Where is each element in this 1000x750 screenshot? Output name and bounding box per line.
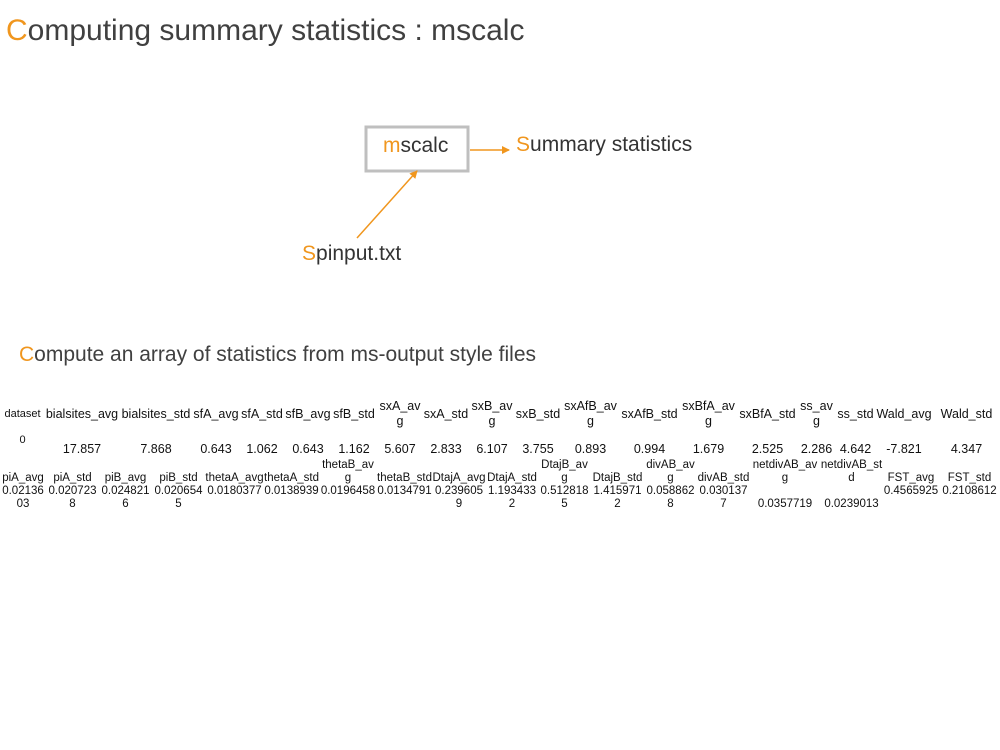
- table1-cell: 17.857: [62, 442, 102, 456]
- table1-header: ss_std: [837, 406, 874, 421]
- title-text: omputing summary statistics : mscalc: [27, 14, 525, 47]
- table2-cell: 1.1934332: [488, 485, 536, 510]
- table2-cell: 0.0588628: [646, 485, 695, 510]
- table1-cell: 2.525: [751, 442, 784, 456]
- table1-header: sfB_std: [333, 406, 375, 421]
- table2-header: piA_std: [53, 472, 92, 484]
- stats-table-2: piA_avg piA_std piB_avg piB_std thetaA_a…: [0, 455, 1000, 511]
- table2-header: DtajA_std: [487, 472, 537, 484]
- table2-header: FST_std: [947, 472, 992, 484]
- summary-first-letter: S: [516, 133, 531, 156]
- table1-header: bialsites_std: [121, 406, 191, 421]
- table2-header: thetaB_std: [377, 472, 432, 484]
- table2-cell: 0.4565925: [883, 485, 939, 497]
- table1-cell: 7.868: [140, 442, 172, 456]
- table2-cell: 0.0301377: [699, 485, 748, 510]
- table1-cell: 0.643: [200, 442, 232, 456]
- mscalc-label: mscalc: [383, 134, 448, 158]
- table2-header: DtajA_avg: [432, 472, 486, 484]
- title-first-letter: C: [6, 14, 28, 47]
- table1-header: sfA_avg: [193, 406, 239, 421]
- table1-cell: 6.107: [476, 442, 508, 456]
- table1-cell: 2.833: [430, 442, 462, 456]
- table2-header-row: piA_avg piA_std piB_avg piB_std thetaA_a…: [0, 455, 1000, 485]
- subtitle-first-letter: C: [19, 343, 35, 366]
- input-arrow: [356, 170, 418, 239]
- spinput-label: Spinput.txt: [302, 242, 401, 266]
- table2-header: DtajB_avg: [541, 459, 588, 484]
- table2-header: FST_avg: [887, 472, 935, 484]
- table1-header: sxAfB_avg: [564, 399, 617, 428]
- table2-cell: 1.4159712: [593, 485, 642, 510]
- spinput-text: pinput.txt: [316, 242, 402, 265]
- table1-header: Wald_avg: [876, 406, 932, 421]
- table1-header: sxA_std: [423, 406, 469, 421]
- table2-cell: 0.0213603: [2, 485, 44, 510]
- table1-cell: 0.643: [292, 442, 324, 456]
- stats-table-1: dataset bialsites_avg bialsites_std sfA_…: [0, 398, 1000, 456]
- table1-cell: 1.062: [246, 442, 278, 456]
- table1-cell: 0.994: [633, 442, 666, 456]
- spinput-first-letter: S: [302, 242, 317, 265]
- table1-value-row: 0 17.857 7.868 0.643 1.062 0.643 1.162 5…: [0, 430, 1000, 456]
- table1-cell: 3.755: [522, 442, 554, 456]
- table1-cell: 4.642: [839, 442, 872, 456]
- table1-header: sxAfB_std: [621, 406, 678, 421]
- table1-header: sxBfA_avg: [682, 399, 735, 428]
- table2-header: thetaA_std: [264, 472, 319, 484]
- table1-cell: 4.347: [950, 442, 983, 456]
- table2-value-row: 0.0213603 0.0207238 0.0248216 0.0206545 …: [0, 485, 1000, 511]
- table1-cell: 2.286: [800, 442, 833, 456]
- table2-cell: 0.0206545: [154, 485, 203, 510]
- table1-cell: 5.607: [384, 442, 416, 456]
- table2-header: netdivAB_std: [820, 459, 883, 484]
- table2-cell: 0.0138939: [264, 485, 319, 497]
- table2-header: thetaA_avg: [205, 472, 264, 484]
- table2-header: divAB_avg: [646, 459, 695, 484]
- mscalc-text: scalc: [400, 134, 449, 157]
- table2-header: netdivAB_avg: [752, 459, 818, 484]
- table1-header: sxBfA_std: [739, 406, 796, 421]
- slide-title: Computing summary statistics : mscalc: [6, 14, 524, 48]
- table1-header: sfA_std: [241, 406, 283, 421]
- table1-cell: 1.162: [338, 442, 370, 456]
- summary-text: ummary statistics: [530, 133, 693, 156]
- table2-cell: 0.0134791: [377, 485, 432, 497]
- table2-cell: 0.0180377: [207, 485, 262, 497]
- table1-header: sxA_avg: [379, 399, 421, 428]
- table2-cell: 0.0357719: [757, 498, 813, 510]
- summary-statistics-label: Summary statistics: [516, 133, 692, 157]
- table1-header: sxB_avg: [471, 399, 513, 428]
- subtitle-text: ompute an array of statistics from ms-ou…: [34, 343, 537, 366]
- table2-cell: 0.0207238: [48, 485, 97, 510]
- table1-cell: -7.821: [886, 442, 922, 456]
- table1-header: ss_avg: [800, 399, 833, 428]
- table2-header: divAB_std: [697, 472, 750, 484]
- table1-cell: 1.679: [692, 442, 725, 456]
- mscalc-first-letter: m: [383, 134, 401, 157]
- table2-header: thetaB_avg: [322, 459, 374, 484]
- table2-header: piB_std: [159, 472, 198, 484]
- table1-header: sfB_avg: [285, 406, 331, 421]
- table1-header: Wald_std: [940, 406, 993, 421]
- flow-diagram: [356, 125, 510, 239]
- table2-header: piA_avg: [2, 472, 44, 484]
- table1-cell: 0.893: [574, 442, 607, 456]
- table2-cell: 0.0196458: [320, 485, 376, 497]
- table2-cell: 0.2396059: [435, 485, 483, 510]
- table1-header: sxB_std: [515, 406, 561, 421]
- table2-cell: 0.5128185: [540, 485, 589, 510]
- table2-cell: 0.2108612: [942, 485, 997, 497]
- table2-cell: 0.0248216: [101, 485, 150, 510]
- table1-header: bialsites_avg: [45, 406, 119, 421]
- table2-cell: 0.0239013: [824, 498, 879, 510]
- table2-header: DtajB_std: [592, 472, 643, 484]
- table1-header-row: dataset bialsites_avg bialsites_std sfA_…: [0, 398, 1000, 430]
- table2-header: piB_avg: [104, 472, 147, 484]
- table1-header: dataset: [4, 407, 41, 420]
- section-subtitle: Compute an array of statistics from ms-o…: [19, 343, 536, 367]
- table1-cell: 0: [19, 434, 26, 446]
